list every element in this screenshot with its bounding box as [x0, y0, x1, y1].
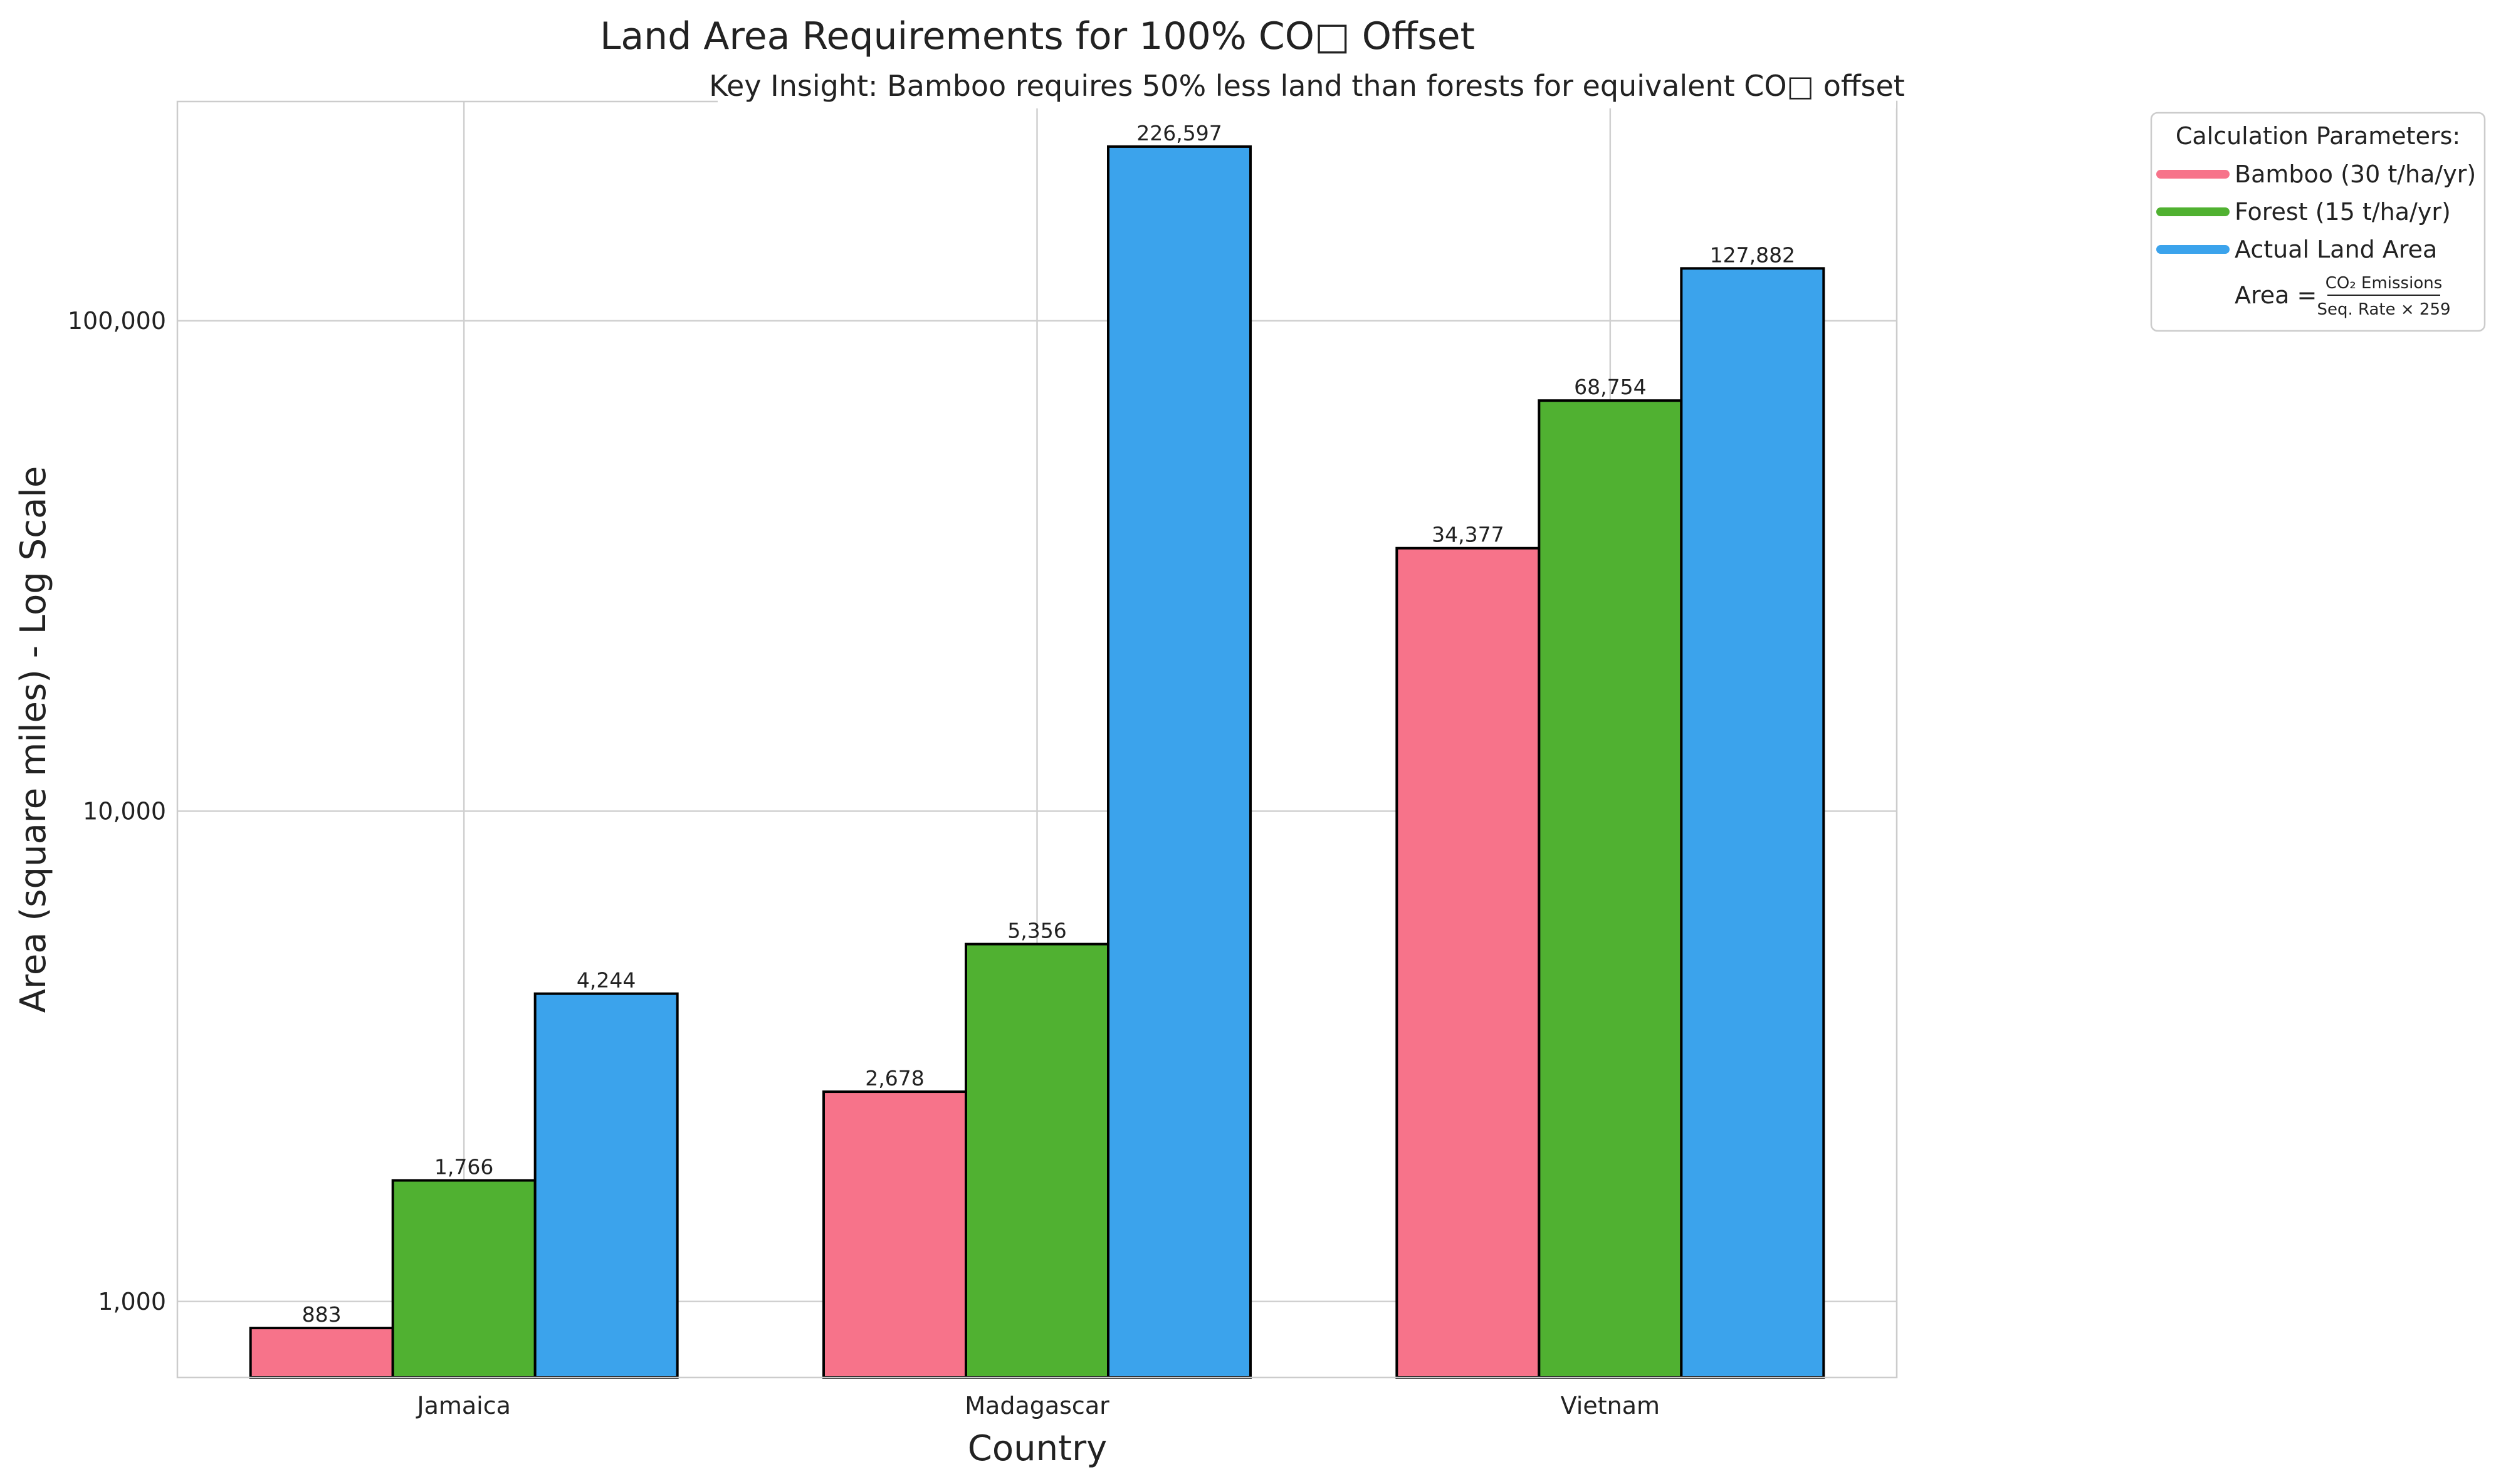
bar [1395, 546, 1541, 1379]
bar-value-label: 5,356 [1007, 919, 1066, 943]
x-axis-label: Country [968, 1428, 1107, 1469]
x-tick-label: Vietnam [1561, 1392, 1660, 1419]
legend-title: Calculation Parameters: [2176, 122, 2460, 150]
bar-value-label: 883 [302, 1302, 342, 1327]
subtitle-background [718, 61, 1896, 108]
bar [533, 992, 679, 1379]
legend: Calculation Parameters: Bamboo (30 t/ha/… [2150, 112, 2486, 332]
legend-box [2150, 112, 2486, 332]
bar [965, 943, 1109, 1379]
y-tick-label: 1,000 [98, 1288, 166, 1315]
bar-value-label: 68,754 [1574, 375, 1646, 399]
bar-value-label: 1,766 [434, 1155, 493, 1179]
bar [1680, 267, 1825, 1379]
y-tick-label: 100,000 [68, 307, 166, 335]
formula-numerator: CO₂ Emissions [2325, 274, 2443, 293]
bar [822, 1090, 967, 1379]
legend-label: Forest (15 t/ha/yr) [2235, 198, 2451, 226]
bar-value-label: 34,377 [1432, 523, 1504, 547]
y-tick-label: 10,000 [83, 797, 166, 825]
bar-value-label: 226,597 [1136, 121, 1222, 145]
bar [391, 1179, 537, 1379]
legend-label: Bamboo (30 t/ha/yr) [2235, 160, 2476, 188]
bar-value-label: 2,678 [865, 1066, 924, 1090]
chart-subtitle: Key Insight: Bamboo requires 50% less la… [709, 69, 1905, 103]
formula-prefix: Area = [2235, 281, 2317, 309]
legend-items: Bamboo (30 t/ha/yr) Forest (15 t/ha/yr) Ac… [2156, 160, 2476, 263]
tick-labels: 1,000 10,000 100,000 Jamaica Madagascar Vietn… [68, 307, 1660, 1419]
bar-labels: 883 2,678 34,377 1,766 5,356 68,754 4,244 226,5… [302, 121, 1795, 1327]
formula-denominator: Seq. Rate × 259 [2317, 300, 2450, 319]
bar [1107, 145, 1252, 1379]
legend-label: Actual Land Area [2235, 236, 2437, 263]
chart-title: Land Area Requirements for 100% CO□ Offs… [600, 14, 1475, 58]
bar-value-label: 127,882 [1710, 243, 1795, 267]
bar [1538, 399, 1683, 1379]
x-tick-label: Madagascar [965, 1392, 1109, 1419]
legend-formula: Area = CO₂ Emissions Seq. Rate × 259 [2235, 274, 2451, 319]
y-axis-label: Area (square miles) - Log Scale [13, 466, 54, 1013]
bars [249, 145, 1825, 1379]
x-tick-label: Jamaica [416, 1392, 511, 1419]
bar [249, 1327, 394, 1379]
bar-value-label: 4,244 [577, 968, 636, 993]
